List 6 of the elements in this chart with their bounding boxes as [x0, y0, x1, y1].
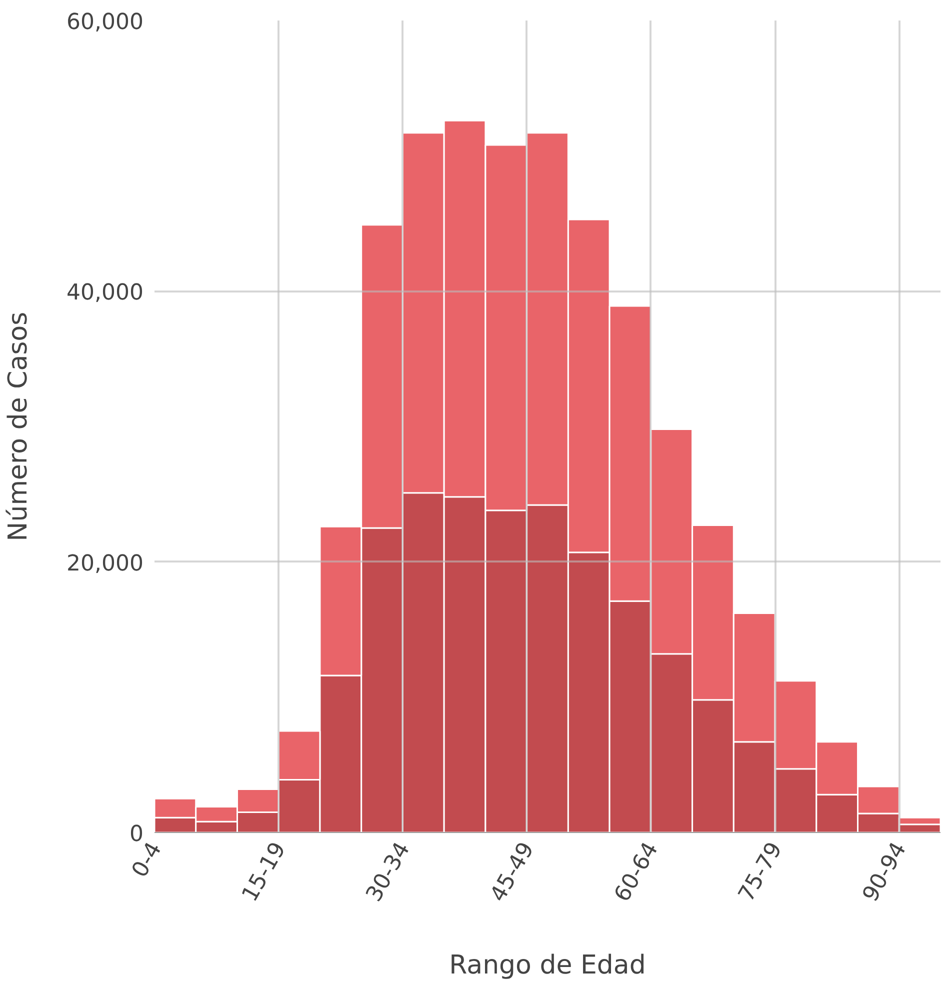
y-tick-label: 0: [130, 822, 144, 847]
y-tick-label: 20,000: [66, 551, 144, 576]
y-tick-label: 40,000: [66, 280, 144, 306]
x-axis-title: Rango de Edad: [449, 950, 646, 980]
y-tick-label: 60,000: [66, 10, 144, 35]
y-axis-title: Número de Casos: [4, 312, 34, 542]
